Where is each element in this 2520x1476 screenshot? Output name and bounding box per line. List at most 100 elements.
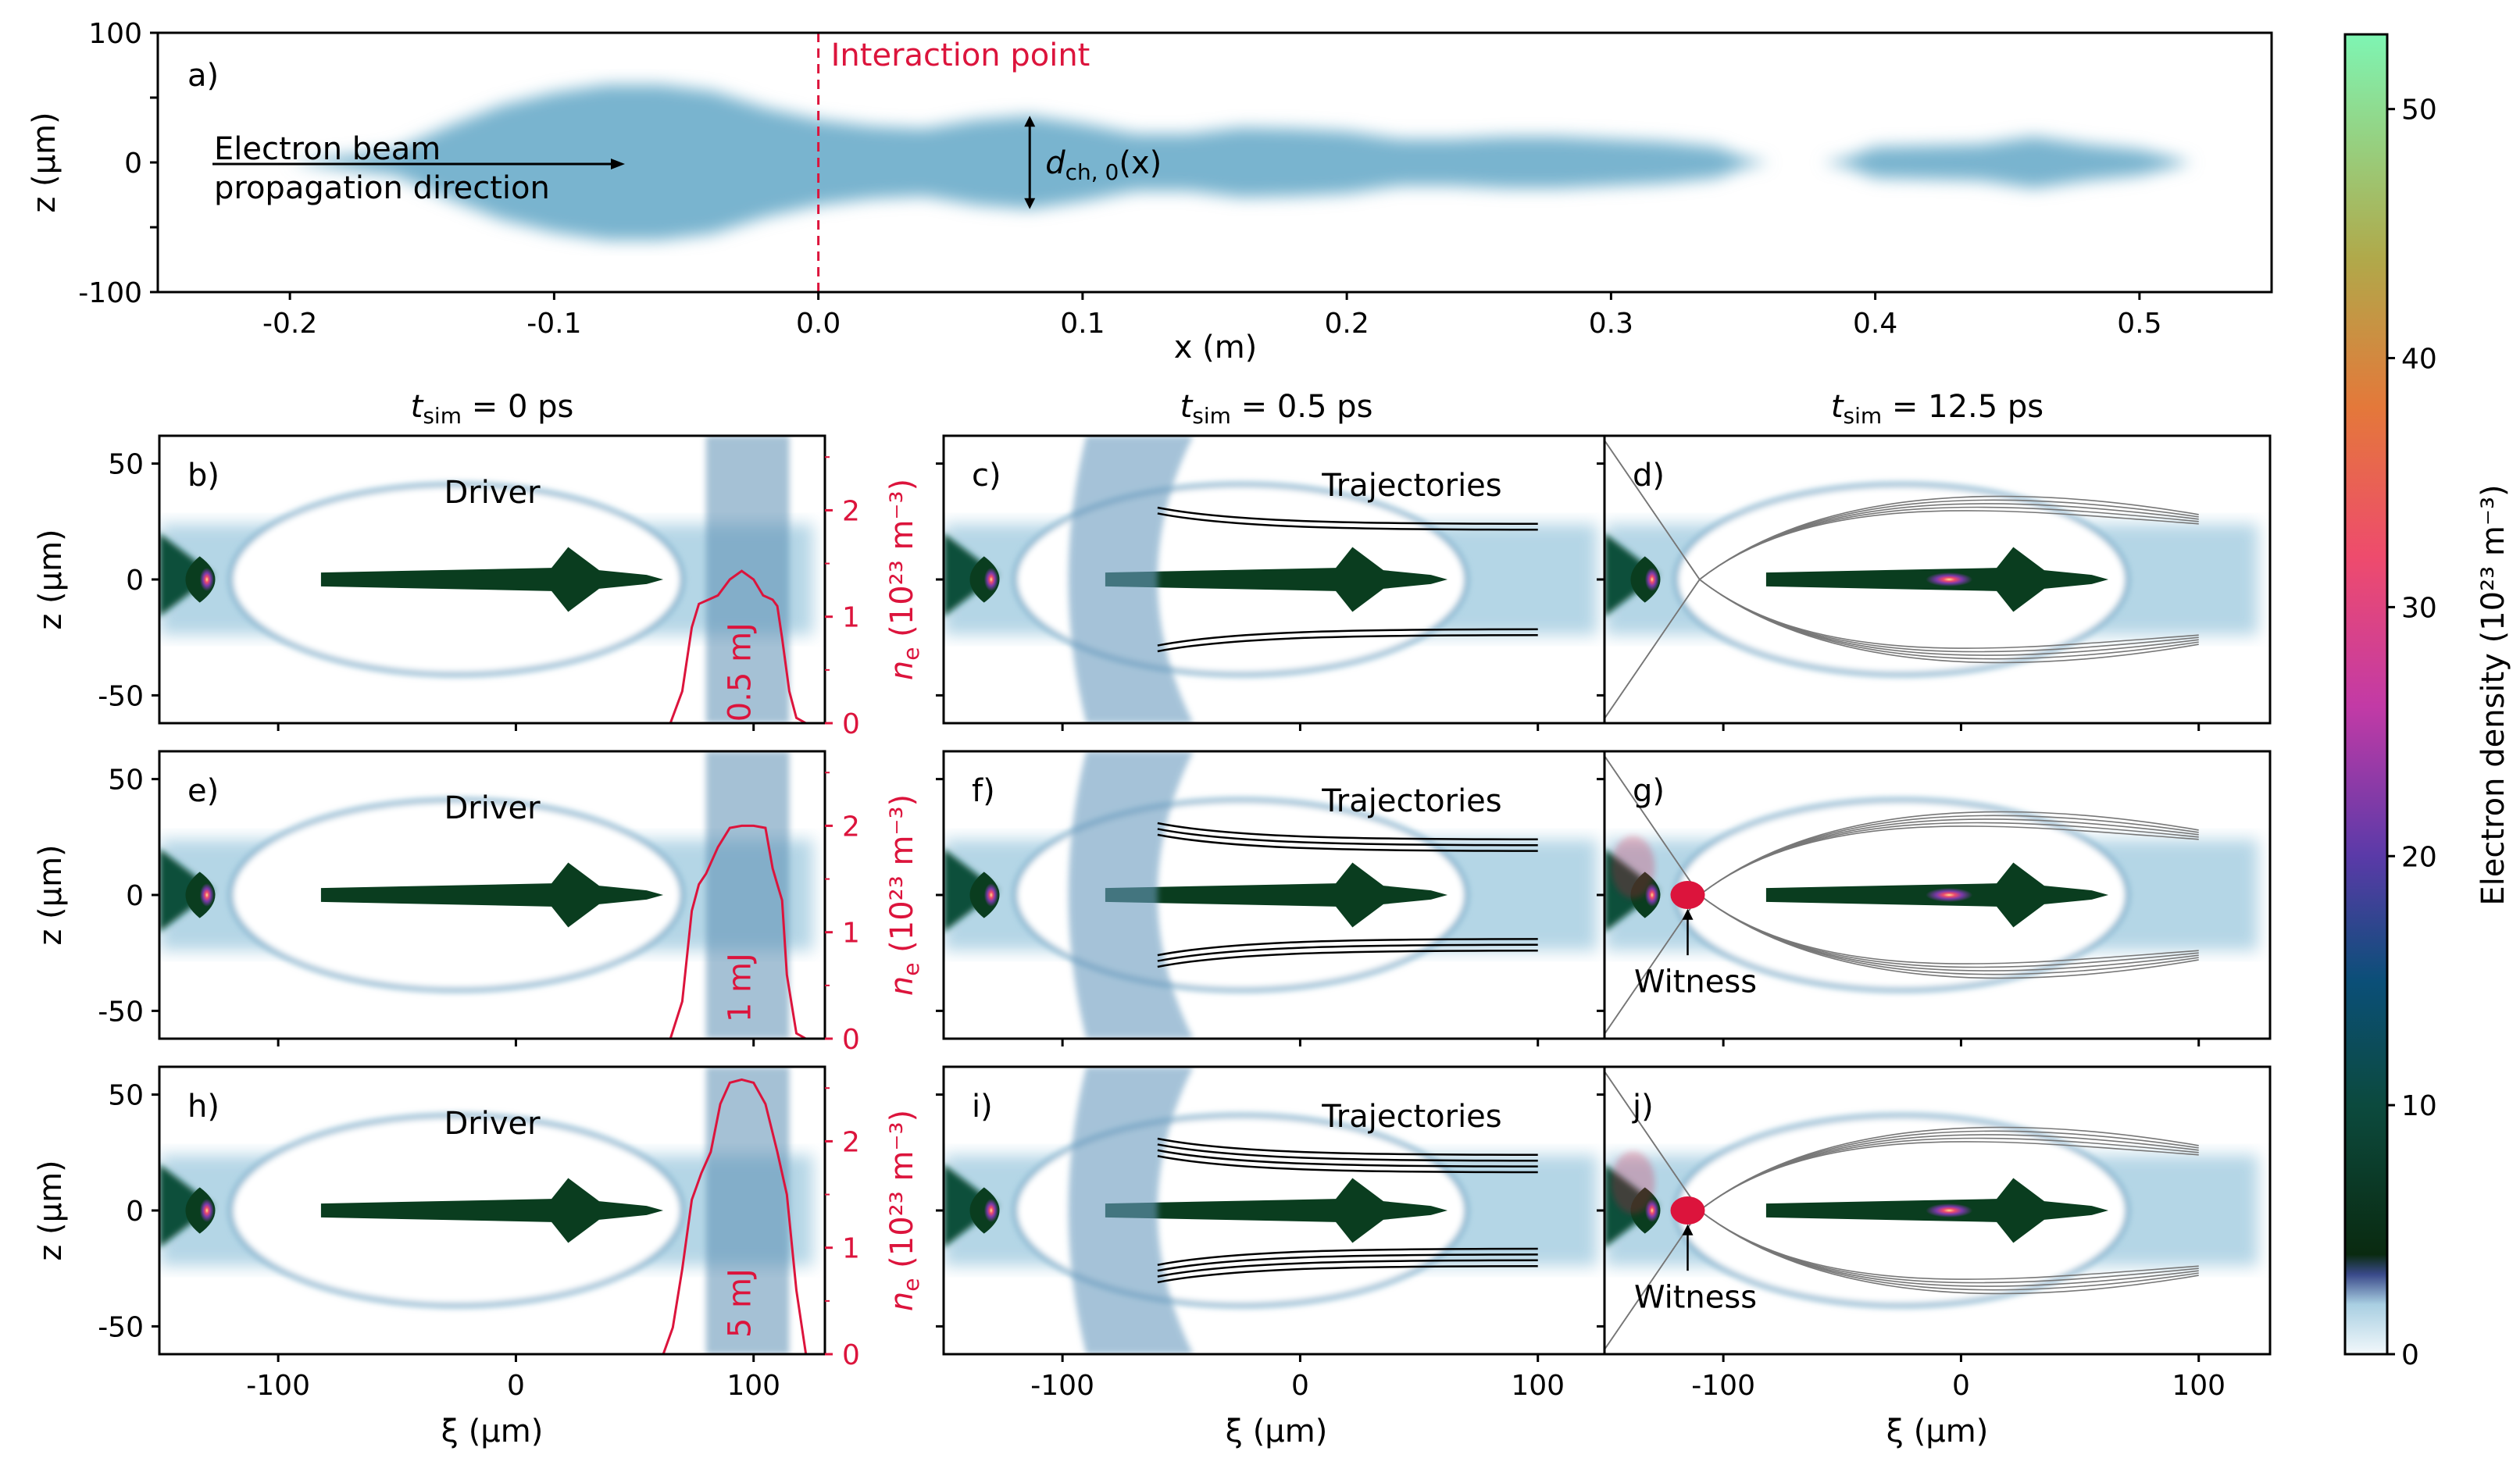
xtick-label: 100 (2172, 1370, 2226, 1402)
right-ylabel-sub: e (898, 647, 924, 661)
driver-hotspot (1926, 572, 1973, 586)
ytick-label: 50 (108, 449, 144, 481)
right-ytick-label: 1 (842, 602, 860, 634)
right-ytick-label: 0 (842, 1024, 860, 1056)
panel-h: 5 mJ h) Driver -50 0 50 z (µm) 0 1 2 ne (10²³ m⁻³)… (33, 1065, 924, 1449)
xtick-label: 100 (726, 1370, 780, 1402)
colorbar-label: Electron density (10²³ m⁻³) (2475, 484, 2511, 905)
panel-letter: h) (187, 1089, 220, 1125)
column-title: tsim = 0 ps (411, 389, 574, 429)
right-ytick-label: 1 (842, 1233, 860, 1265)
trajectory-gray-top (1604, 811, 2199, 1035)
dch-d: d (1045, 145, 1065, 181)
ytick-label: -50 (98, 996, 144, 1028)
panel-body (944, 1067, 1609, 1354)
right-ytick-label: 0 (842, 708, 860, 740)
trajectory-bottom (1157, 628, 1538, 647)
ylabel: z (µm) (33, 1160, 69, 1260)
dch-tail: (x) (1119, 145, 1162, 181)
trajectories-label: Trajectories (1321, 1099, 1501, 1135)
trajectory-gray-bottom (1604, 1071, 2199, 1295)
density-panel-grid: tsim = 0 ps tsim = 0.5 ps tsim = 12.5 ps0.… (33, 389, 2272, 1449)
driver-label: Driver (444, 790, 541, 826)
colorbar: 0 10 20 30 40 50 Electron density (10²³ m⁻³) (2343, 33, 2511, 1371)
right-ytick-label: 2 (842, 1126, 860, 1158)
title-sub: sim (423, 403, 462, 429)
trajectory-top (1157, 512, 1538, 531)
trajectory-top (1157, 822, 1538, 841)
title-value: = 0 ps (462, 389, 573, 425)
right-ylabel-n: n (884, 976, 920, 996)
panel-d: d) (1597, 434, 2272, 731)
right-ylabel: ne (10²³ m⁻³) (884, 794, 924, 996)
colorbar-ticks: 0 10 20 30 40 50 (2387, 94, 2437, 1371)
title-t: t (1831, 389, 1844, 425)
trajectory-top (1157, 1155, 1538, 1174)
right-ylabel-n: n (884, 1292, 920, 1311)
xtick-label: 0 (1952, 1370, 1970, 1402)
energy-label: 5 mJ (722, 1268, 758, 1338)
right-ytick-label: 1 (842, 918, 860, 950)
density-profile-line (159, 1078, 825, 1354)
panel-a-y-axis: -100 0 100 (78, 18, 158, 309)
panel-a-x-axis: -0.2 -0.1 0.0 0.1 0.2 0.3 0.4 0.5 (262, 292, 2162, 340)
plasma-channel (290, 84, 2193, 241)
density-profile-line (159, 569, 825, 723)
ytick-label: 50 (108, 1080, 144, 1112)
trajectory-bottom (1157, 633, 1538, 653)
panel-letter: e) (187, 773, 219, 809)
title-value: = 12.5 ps (1882, 389, 2043, 425)
trajectory-gray-top (1604, 1126, 2199, 1350)
panel-letter: b) (187, 458, 220, 494)
driver-beam (1105, 1178, 1448, 1243)
xlabel: ξ (µm) (441, 1414, 544, 1449)
panel-a-ylabel: z (µm) (27, 112, 62, 212)
panel-letter: g) (1633, 773, 1665, 809)
a-xtick-label: 0.3 (1589, 308, 1633, 340)
xtick-label: -100 (1030, 1370, 1094, 1402)
channel-diameter-marker (1024, 116, 1036, 209)
trajectory-top (1157, 506, 1538, 526)
panel-body (1604, 1067, 2270, 1354)
driver-beam (320, 1178, 664, 1243)
trajectory-bottom (1157, 1253, 1538, 1272)
ytick-label: 0 (126, 880, 144, 912)
trajectory-top (1157, 1149, 1538, 1168)
trajectory-gray-bottom (1604, 440, 2199, 664)
panel-letter-a: a) (187, 58, 219, 94)
trajectory-bottom (1157, 1264, 1538, 1284)
title-sub: sim (1844, 403, 1883, 429)
bubble-cusp-hotspot (983, 883, 998, 907)
bubble-cusp-hotspot (983, 568, 998, 591)
panel-a-xlabel: x (m) (1174, 330, 1258, 365)
right-ylabel: ne (10²³ m⁻³) (884, 1110, 924, 1311)
driver-beam (1105, 547, 1448, 612)
title-value: = 0.5 ps (1231, 389, 1373, 425)
driver-beam (320, 862, 664, 928)
xlabel: ξ (µm) (1886, 1414, 1989, 1449)
trajectory-top (1157, 1143, 1538, 1162)
panel-i: i) Trajectories -100 0 100 ξ (µm) (936, 1065, 1611, 1449)
right-ylabel-n: n (884, 661, 920, 680)
witness-bunch (1670, 881, 1705, 909)
ytick-label: 0 (126, 565, 144, 597)
driver-label: Driver (444, 1106, 541, 1142)
a-xtick-label: 0.4 (1853, 308, 1897, 340)
trajectory-gray-bottom (1604, 755, 2199, 979)
column-title: tsim = 12.5 ps (1831, 389, 2043, 429)
colorbar-tick-label: 10 (2401, 1090, 2437, 1122)
right-ylabel-tail: (10²³ m⁻³) (884, 479, 920, 647)
bubble-cusp-hotspot (983, 1199, 998, 1222)
dch-sub: ch, 0 (1065, 159, 1119, 185)
trajectory-top (1157, 1137, 1538, 1157)
colorbar-frame (2343, 33, 2389, 1356)
ytick-label: 50 (108, 765, 144, 797)
driver-hotspot (1926, 1203, 1973, 1218)
trajectory-bottom (1157, 938, 1538, 957)
bubble-cusp-hotspot (1644, 568, 1659, 591)
right-ytick-label: 2 (842, 495, 860, 527)
trajectory-bottom (1157, 1259, 1538, 1278)
witness-bunch (1670, 1196, 1705, 1225)
a-ytick-label: 100 (88, 18, 142, 50)
